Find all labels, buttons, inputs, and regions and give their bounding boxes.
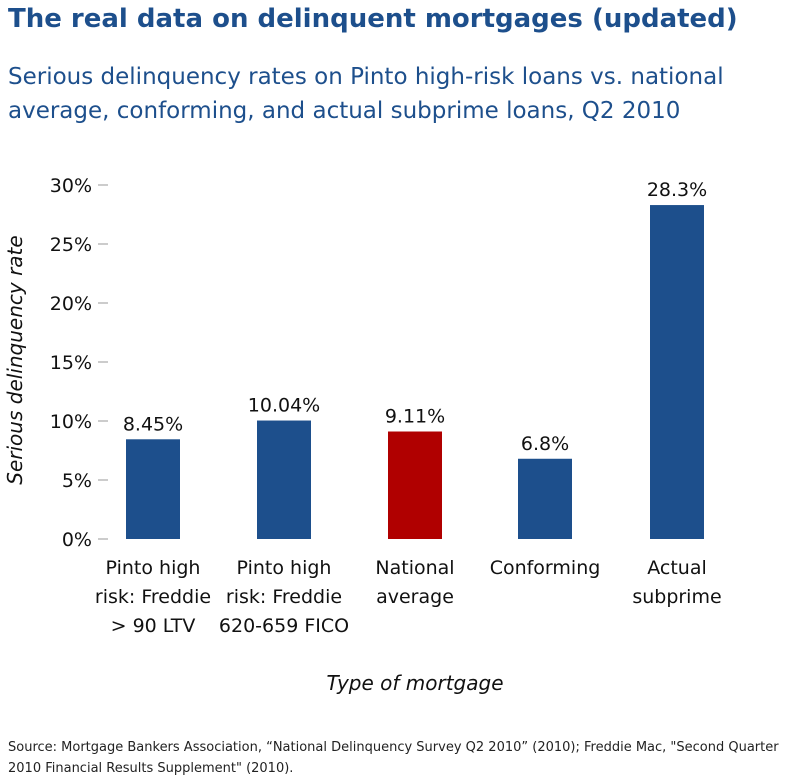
x-category-label: risk: Freddie <box>95 586 211 608</box>
data-label: 8.45% <box>123 413 183 435</box>
source-note: Source: Mortgage Bankers Association, “N… <box>8 740 779 776</box>
data-label: 10.04% <box>248 395 320 417</box>
x-category-label: National <box>375 557 454 579</box>
chart-title: The real data on delinquent mortgages (u… <box>8 4 738 34</box>
chart-subtitle: Serious delinquency rates on Pinto high-… <box>8 64 724 124</box>
y-tick-label: 15% <box>50 352 92 374</box>
x-category-label: Actual <box>647 557 707 579</box>
x-category-label: 620-659 FICO <box>219 615 349 637</box>
x-category-label: Conforming <box>490 557 601 579</box>
bar <box>126 439 180 539</box>
x-category-label: Pinto high <box>106 557 201 579</box>
bar <box>388 431 442 539</box>
data-label: 9.11% <box>385 406 445 428</box>
x-category-label: risk: Freddie <box>226 586 342 608</box>
x-category-label: subprime <box>632 586 721 608</box>
data-label: 28.3% <box>647 179 707 201</box>
x-category-label: > 90 LTV <box>111 615 196 637</box>
x-category-label: Pinto high <box>237 557 332 579</box>
x-axis-title: Type of mortgage <box>326 671 503 695</box>
bar <box>257 420 311 539</box>
data-label: 6.8% <box>521 433 569 455</box>
y-axis-title: Serious delinquency rate <box>3 235 27 484</box>
bar-chart: 0% 5% 10% 15% 20% 25% 30% 8.45% Pinto high risk: … <box>3 175 722 695</box>
x-category-label: average <box>376 586 454 608</box>
y-tick-label: 30% <box>50 175 92 197</box>
bar <box>518 458 572 539</box>
y-tick-label: 5% <box>62 470 92 492</box>
y-tick-label: 25% <box>50 234 92 256</box>
y-tick-label: 10% <box>50 411 92 433</box>
bar <box>650 205 704 539</box>
y-tick-label: 0% <box>62 529 92 551</box>
y-tick-label: 20% <box>50 293 92 315</box>
